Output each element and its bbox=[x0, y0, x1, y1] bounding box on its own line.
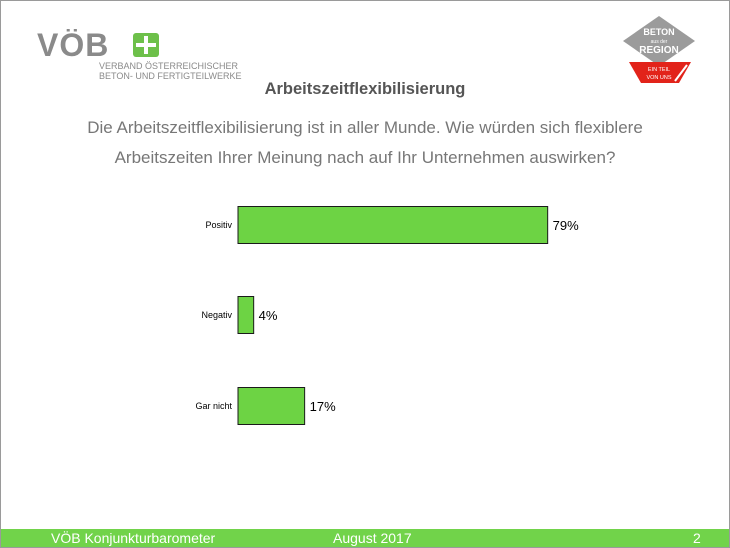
slide-title: Arbeitszeitflexibilisierung bbox=[264, 80, 466, 98]
logo-tagline-line-2: BETON- UND FERTIGTEILWERKE bbox=[99, 71, 242, 81]
value-label-0: 79% bbox=[553, 218, 579, 233]
category-label-1: Negativ bbox=[201, 310, 232, 320]
survey-question: Die Arbeitszeitflexibilisierung ist in a… bbox=[1, 113, 729, 173]
badge-red-banner bbox=[629, 62, 691, 83]
footer-left-text: VÖB Konjunkturbarometer bbox=[51, 530, 216, 546]
category-label-2: Gar nicht bbox=[195, 401, 232, 411]
value-label-1: 4% bbox=[259, 308, 278, 323]
footer-date: August 2017 bbox=[333, 530, 412, 546]
footer-bar: VÖB Konjunkturbarometer August 2017 2 bbox=[1, 529, 729, 547]
badge-text-line-4: EIN TEIL bbox=[648, 67, 670, 73]
badge-text-line-3: REGION bbox=[639, 45, 678, 56]
voeb-logo-text: VÖB bbox=[37, 29, 109, 61]
survey-question-line-1: Die Arbeitszeitflexibilisierung ist in a… bbox=[87, 118, 643, 137]
bar-1 bbox=[237, 296, 255, 334]
voeb-logo: VÖB VERBAND ÖSTERREICHISCHER BETON- UND … bbox=[37, 29, 242, 81]
voeb-logo-tagline: VERBAND ÖSTERREICHISCHER BETON- UND FERT… bbox=[99, 61, 242, 81]
badge-text-line-2: aus der bbox=[651, 39, 668, 45]
bar-0 bbox=[237, 206, 549, 244]
logo-tagline-line-1: VERBAND ÖSTERREICHISCHER bbox=[99, 61, 239, 71]
category-label-0: Positiv bbox=[205, 220, 232, 230]
badge-diamond bbox=[623, 16, 695, 66]
survey-question-line-2: Arbeitszeiten Ihrer Meinung nach auf Ihr… bbox=[114, 148, 616, 167]
voeb-logo-mark: VÖB bbox=[37, 29, 159, 61]
value-label-2: 17% bbox=[310, 399, 336, 414]
footer-page-number: 2 bbox=[693, 530, 701, 546]
badge-text-line-5: VON UNS bbox=[646, 75, 671, 81]
bar-2 bbox=[237, 387, 306, 425]
badge-stripe bbox=[674, 64, 688, 82]
logo-cross-horizontal bbox=[136, 43, 156, 47]
beton-region-badge: BETON aus der REGION EIN TEIL VON UNS bbox=[623, 16, 695, 83]
badge-text-line-1: BETON bbox=[643, 27, 674, 37]
